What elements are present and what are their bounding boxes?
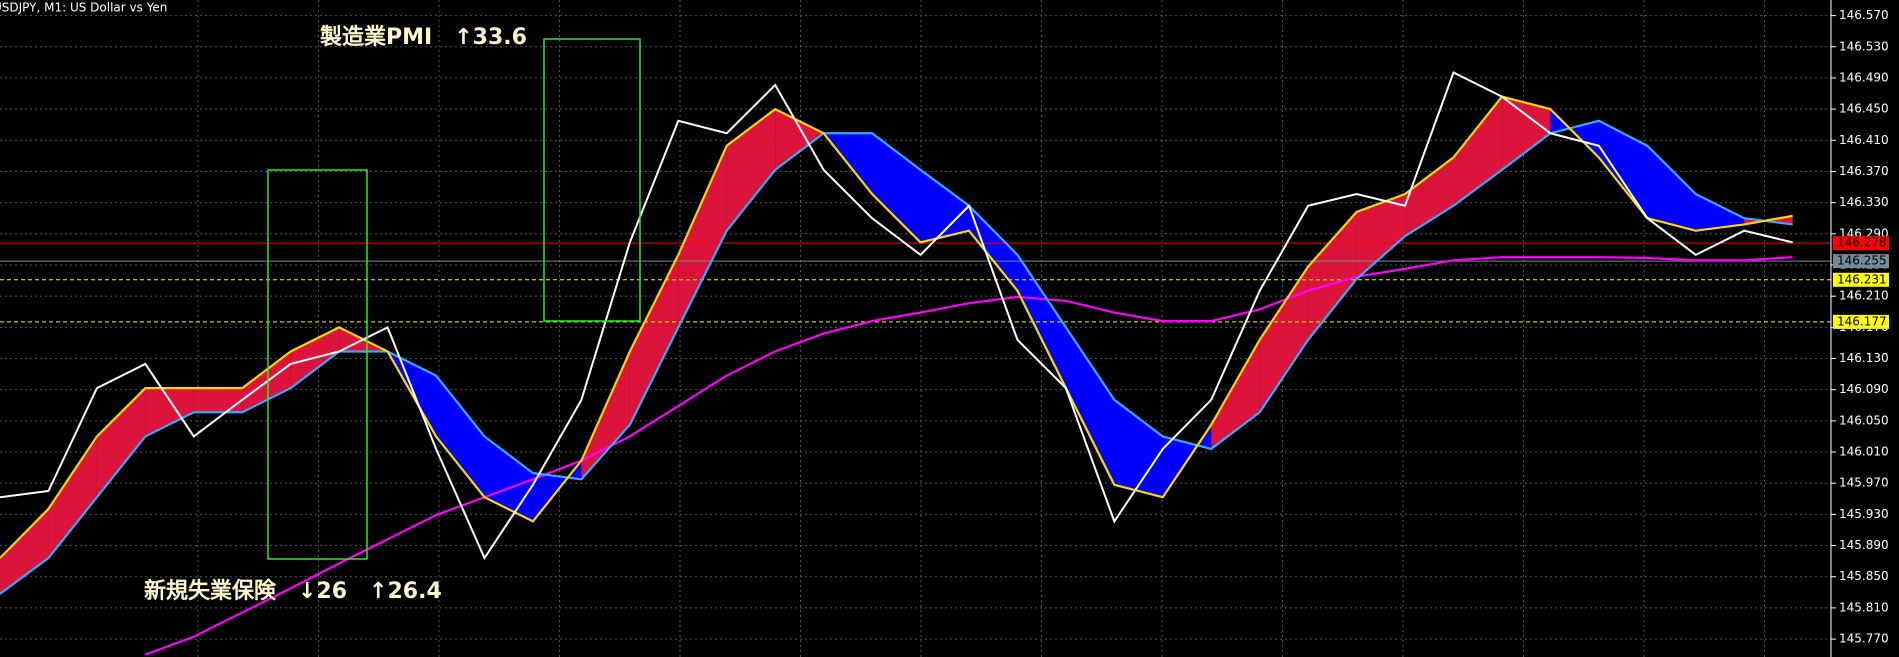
y-tick-label: 145.930 [1839, 507, 1889, 521]
ribbon [1598, 120, 1648, 219]
y-tick-label: 146.010 [1839, 445, 1889, 459]
highlight-box [543, 38, 641, 322]
highlight-box [267, 169, 368, 560]
price-tag [1833, 236, 1889, 251]
ribbon [1647, 145, 1696, 231]
ribbon [1259, 266, 1309, 413]
ribbon [1405, 157, 1454, 237]
ribbon [96, 388, 146, 498]
annotation: 製造業PMI ↑33.6 [319, 24, 527, 50]
y-tick-label: 146.330 [1839, 195, 1889, 209]
y-tick-label: 146.490 [1839, 70, 1889, 84]
price-tag-label: 146.231 [1837, 272, 1887, 286]
y-tick-label: 146.450 [1839, 102, 1889, 116]
price-tag [1833, 254, 1889, 269]
line-long-ma [144, 256, 1793, 656]
ribbon [1114, 399, 1163, 498]
plot [0, 71, 1831, 656]
y-tick-label: 146.570 [1839, 8, 1889, 22]
y-tick-label: 146.210 [1839, 289, 1889, 303]
line-fast-ma [0, 95, 1793, 559]
y-tick-label: 146.130 [1839, 351, 1889, 365]
ribbon [1356, 194, 1406, 280]
price-tag-label: 146.278 [1837, 236, 1887, 250]
y-tick-label: 146.410 [1839, 133, 1889, 147]
ribbon [678, 145, 727, 328]
ribbon [581, 351, 630, 480]
y-tick-label: 145.970 [1839, 476, 1889, 490]
ribbon [1017, 254, 1066, 389]
ribbon [1065, 327, 1115, 485]
y-tick-label: 145.850 [1839, 569, 1889, 583]
price-tag-label: 146.177 [1837, 314, 1887, 328]
line-price [0, 71, 1793, 561]
y-tick-label: 146.370 [1839, 164, 1889, 178]
y-tick-label: 146.090 [1839, 382, 1889, 396]
price-axis: 146.570 146.530 146.490 146.450 146.410 146.3… [1831, 8, 1889, 646]
y-tick-label: 145.770 [1839, 632, 1889, 646]
ribbon [145, 388, 194, 437]
grid [0, 0, 1831, 657]
chart-title: USDJPY, M1: US Dollar vs Yen [0, 1, 167, 15]
y-tick-label: 145.810 [1839, 600, 1889, 614]
ribbon [1211, 339, 1260, 449]
ribbon [1695, 194, 1745, 231]
y-tick-label: 146.050 [1839, 413, 1889, 427]
ribbon [872, 133, 921, 243]
ribbon [484, 436, 533, 522]
ribbon [0, 508, 49, 594]
ribbon [1308, 211, 1357, 340]
ribbon [436, 375, 485, 498]
ribbon [48, 436, 97, 559]
ribbon [969, 205, 1018, 291]
ribbon [775, 109, 824, 170]
ribbon [920, 169, 969, 243]
ribbon [1501, 96, 1551, 170]
ribbon [629, 254, 679, 425]
y-tick-label: 145.890 [1839, 538, 1889, 552]
price-tag-label: 146.255 [1837, 254, 1887, 268]
ribbon [193, 388, 243, 413]
annotation: 新規失業保険 ↓26 ↑26.4 [144, 578, 442, 604]
line-slow-ma [0, 119, 1793, 595]
ribbon [726, 109, 776, 231]
price-tag [1833, 272, 1889, 287]
y-tick-label: 146.530 [1839, 39, 1889, 53]
price-tag [1833, 314, 1889, 329]
